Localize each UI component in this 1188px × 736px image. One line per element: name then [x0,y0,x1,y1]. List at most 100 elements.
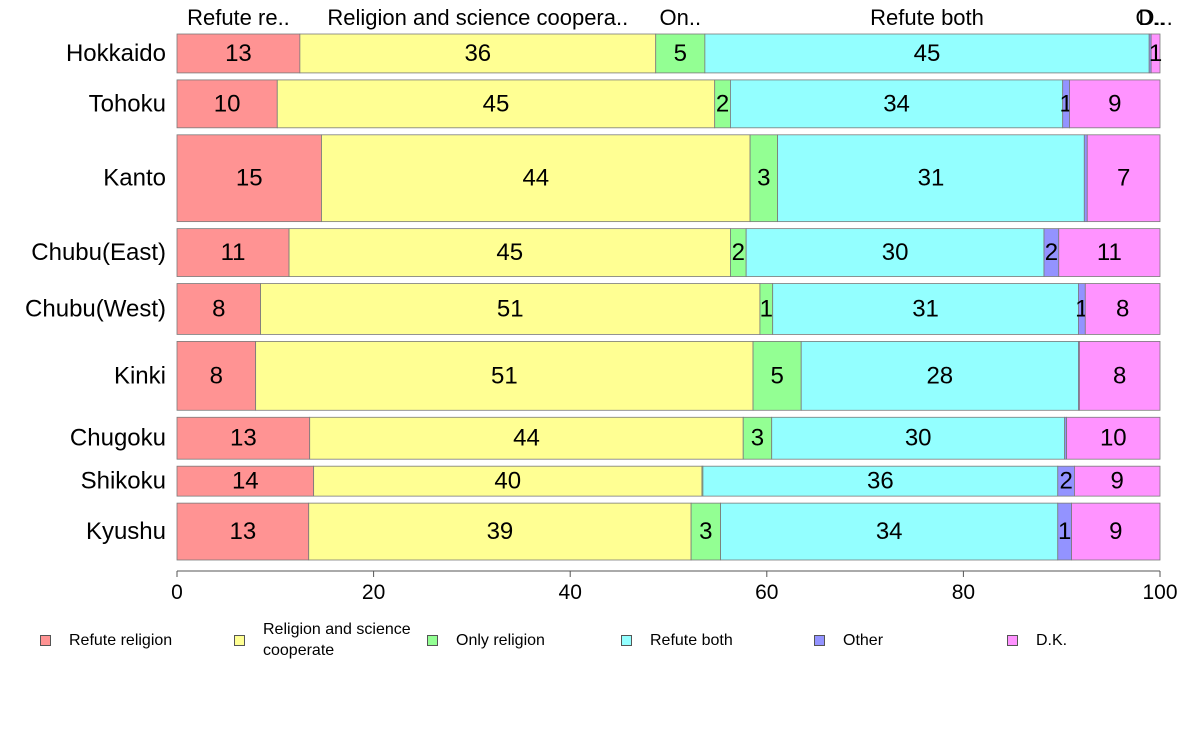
row-label-hokkaido: Hokkaido [66,40,166,67]
x-tick-label: 40 [559,581,582,600]
x-tick-label: 80 [952,581,975,600]
bar-segment-refute-both [777,134,1085,223]
bars: 13 36 5 45 110 45 2 34 1 915 44 3 31 711 45 2 30 2 118 51 1 3… [176,33,1162,561]
x-tick-label: 20 [362,581,385,600]
row-label-chubu-east: Chubu(East) [31,239,166,266]
legend-label: Refute both [650,632,733,649]
data-label: 13 [230,425,257,452]
legend-item-religion-and-science-cooperate: Religion and science cooperate [234,619,423,661]
bar-segment-religion-and-science-cooperate [255,341,754,411]
bar-segment-religion-and-science-cooperate [308,502,692,561]
top-label-refute-both: Refute both [870,5,984,30]
legend-swatch [40,635,51,646]
bar-segment-refute-religion [176,228,290,277]
bar-segment-religion-and-science-cooperate [299,33,657,74]
row-labels: Hokkaido Tohoku Kanto Chubu(East) Chubu(West… [25,40,166,545]
data-label: 8 [1113,362,1126,389]
data-label: 3 [757,165,770,192]
top-label-refute-religion: Refute re.. [187,5,290,30]
bar-segment-refute-religion [176,79,278,129]
data-label: 44 [513,425,540,452]
row-label-chubu-west: Chubu(West) [25,295,166,322]
legend: Refute religion Religion and science coo… [0,618,1188,668]
x-tick-label: 100 [1142,581,1177,600]
data-label: 40 [494,468,521,495]
legend-item-only-religion: Only religion [427,630,545,651]
x-axis: 0 20 40 60 80 100 [171,570,1178,600]
data-label: 10 [214,90,241,117]
row-label-kinki: Kinki [114,362,166,389]
data-label: 31 [918,165,945,192]
top-label-only-religion: On.. [660,5,702,30]
bar-segment-refute-both [745,228,1045,277]
top-label-other: O.. [1135,5,1164,30]
data-label: 14 [232,468,259,495]
bar-segment-religion-and-science-cooperate [321,134,751,223]
legend-item-other: Other [814,630,883,651]
data-label: 9 [1109,518,1122,545]
bar-segment-only-religion [749,134,779,223]
bar-segment-d-k [1084,283,1161,335]
data-label: 51 [491,362,518,389]
bar-segment-d-k [1078,341,1161,411]
data-label: 51 [497,295,524,322]
bar-segment-d-k [1086,134,1161,223]
top-label-d-k: D... [1138,5,1172,30]
stacked-bar-chart: Refute re.. Religion and science coopera.… [25,5,1178,600]
row-label-kyushu: Kyushu [86,518,166,545]
bar-segment-only-religion [742,416,773,460]
bar-segment-refute-both [702,465,1059,497]
data-label: 8 [210,362,223,389]
bar-segment-religion-and-science-cooperate [260,283,761,335]
row-label-chugoku: Chugoku [70,425,166,452]
bar-segment-refute-religion [176,134,322,223]
legend-item-refute-both: Refute both [621,630,733,651]
data-label: 36 [867,468,894,495]
bar-segment-refute-both [772,283,1079,335]
bar-segment-refute-religion [176,33,301,74]
data-label: 1 [1058,518,1071,545]
data-label: 1 [760,295,773,322]
data-label: 11 [221,239,246,266]
legend-label: D.K. [1036,632,1068,649]
bar-segment-refute-both [771,416,1066,460]
bar-segment-refute-both [704,33,1150,74]
data-label: 2 [732,239,745,266]
data-label: 13 [225,40,252,67]
legend-swatch [427,635,438,646]
data-label: 36 [464,40,491,67]
data-label: 30 [882,239,909,266]
legend-item-dk: D.K. [1007,630,1067,651]
bar-segment-refute-religion [176,283,261,335]
row-label-tohoku: Tohoku [89,90,166,117]
x-tick-label: 0 [171,581,183,600]
legend-label: Refute religion [69,632,173,649]
data-label: 2 [1045,239,1058,266]
legend-swatch [814,635,825,646]
data-label: 31 [912,295,939,322]
bar-segment-refute-religion [176,465,315,497]
data-label: 10 [1100,425,1127,452]
bar-segment-other [1083,134,1088,223]
bar-segment-religion-and-science-cooperate [276,79,716,129]
data-label: 8 [212,295,225,322]
legend-label: Other [843,632,884,649]
data-label: 3 [699,518,712,545]
legend-label: Religion and science cooperate [263,621,411,659]
data-label: 8 [1116,295,1129,322]
bar-segment-d-k [1069,79,1161,129]
data-label: 3 [751,425,764,452]
legend-swatch [234,634,245,646]
legend-label: Only religion [456,632,545,649]
bar-segment-only-religion [752,341,802,411]
bar-segment-d-k [1071,502,1161,561]
data-label: 2 [716,90,729,117]
bar-segment-d-k [1150,33,1161,74]
row-label-shikoku: Shikoku [81,468,166,495]
data-label: 5 [770,362,783,389]
bar-segment-refute-religion [176,416,311,460]
bar-segment-d-k [1058,228,1161,277]
data-label: 9 [1108,90,1121,117]
data-label: 34 [883,90,910,117]
legend-item-refute-religion: Refute religion [40,630,172,651]
